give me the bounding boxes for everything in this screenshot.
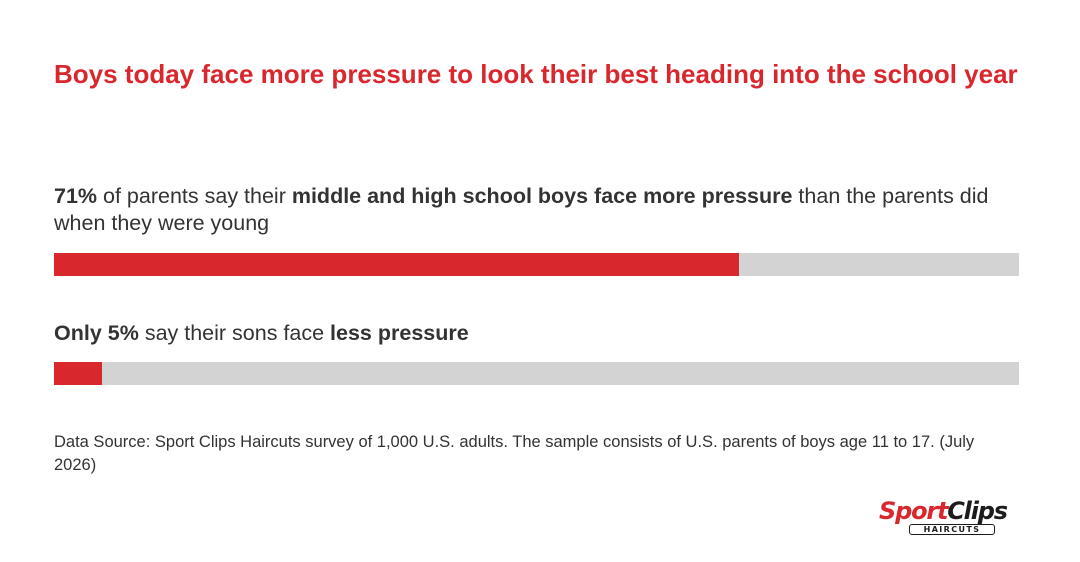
bar-track-more-pressure <box>54 253 1019 276</box>
chart-title: Boys today face more pressure to look th… <box>54 59 1018 89</box>
stat-more-pressure-emphasis: middle and high school boys face more pr… <box>291 184 793 208</box>
stat-less-pressure-percent: Only 5% <box>54 321 139 345</box>
bar-track-less-pressure <box>54 362 1019 385</box>
stat-more-pressure-percent: 71% <box>54 184 98 208</box>
bar-fill-less-pressure <box>54 362 103 385</box>
logo-wordmark: SportClips <box>879 499 1025 523</box>
logo-haircuts-badge: HAIRCUTS <box>909 524 995 535</box>
stat-less-pressure: Only 5% say their sons face less pressur… <box>54 320 1034 347</box>
bar-fill-more-pressure <box>54 253 740 276</box>
sport-clips-logo: SportClips HAIRCUTS <box>879 499 1025 535</box>
stat-more-pressure: 71% of parents say their middle and high… <box>54 183 1034 237</box>
logo-word-sport: Sport <box>879 497 948 525</box>
stat-less-pressure-text: say their sons face <box>138 321 331 345</box>
stat-less-pressure-emphasis: less pressure <box>330 321 469 345</box>
logo-word-clips: Clips <box>947 497 1008 525</box>
stat-more-pressure-text: of parents say their <box>97 184 292 208</box>
stat-more-pressure-text-end: than the parents did when they were youn… <box>54 184 989 235</box>
data-source-note: Data Source: Sport Clips Haircuts survey… <box>54 433 975 474</box>
